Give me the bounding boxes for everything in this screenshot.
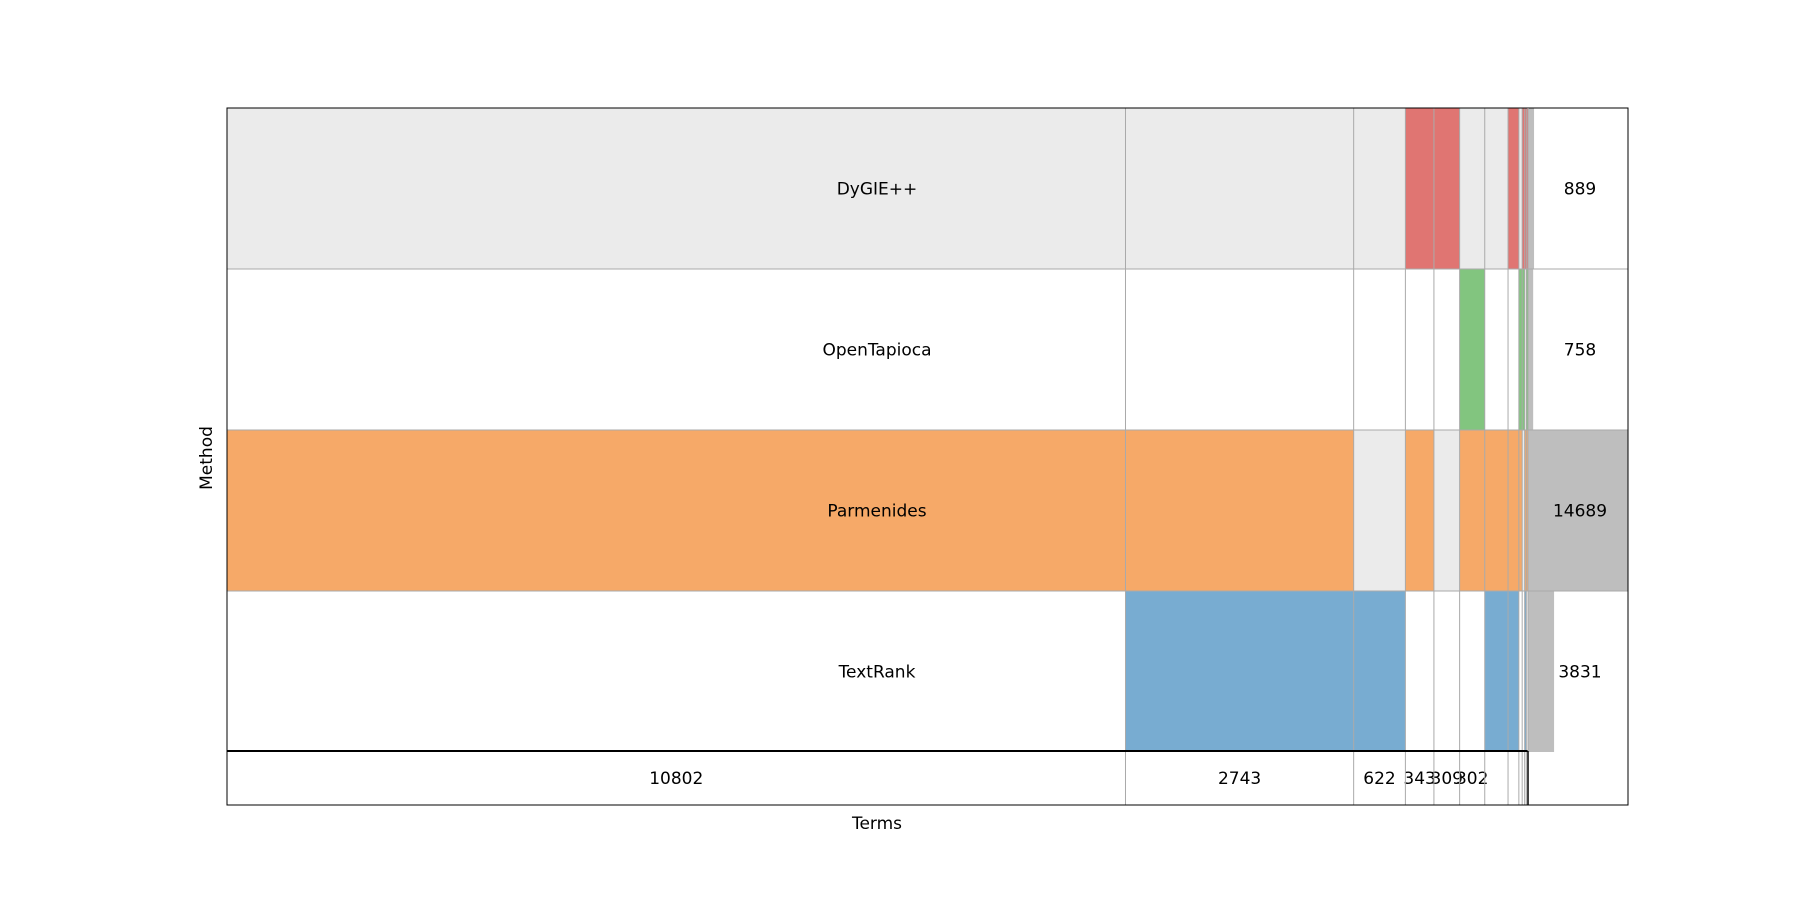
method-total-label: 14689 bbox=[1553, 502, 1607, 522]
method-total-label: 758 bbox=[1564, 341, 1596, 361]
method-label: DyGIE++ bbox=[837, 180, 918, 200]
membership-cell bbox=[1433, 108, 1460, 269]
membership-cell bbox=[1508, 430, 1519, 591]
y-axis-label: Method bbox=[197, 426, 217, 490]
row-background bbox=[227, 108, 1528, 269]
membership-cell bbox=[1518, 269, 1523, 430]
method-totals: 889 758 14689 3831 bbox=[1528, 108, 1628, 752]
intersection-count-label: 302 bbox=[1456, 769, 1488, 789]
intersection-count-label: 622 bbox=[1363, 769, 1395, 789]
membership-cell bbox=[1526, 430, 1528, 591]
method-label: Parmenides bbox=[827, 502, 926, 522]
x-axis-label: Terms bbox=[851, 814, 902, 834]
membership-cell bbox=[1405, 430, 1434, 591]
membership-cell bbox=[1524, 591, 1527, 752]
membership-cell bbox=[1508, 591, 1519, 752]
membership-cell bbox=[1459, 430, 1485, 591]
method-total-bar bbox=[1528, 591, 1555, 752]
method-total-bar bbox=[1528, 108, 1535, 269]
intersection-count-label: 10802 bbox=[649, 769, 703, 789]
membership-cell bbox=[1526, 269, 1528, 430]
membership-cell bbox=[227, 430, 1126, 591]
membership-cell bbox=[1459, 269, 1485, 430]
membership-cell bbox=[1522, 269, 1525, 430]
chart-frame bbox=[226, 107, 1629, 806]
method-label: TextRank bbox=[838, 663, 916, 683]
membership-cell bbox=[1518, 430, 1523, 591]
membership-matrix: DyGIE++ OpenTapioca Parmenides TextRank bbox=[227, 108, 1528, 752]
membership-cell bbox=[1405, 108, 1434, 269]
intersection-count-label: 343 bbox=[1403, 769, 1435, 789]
membership-cell bbox=[1508, 108, 1519, 269]
membership-cell bbox=[1526, 108, 1528, 269]
method-label: OpenTapioca bbox=[822, 341, 931, 361]
method-total-bar bbox=[1528, 430, 1628, 591]
method-total-bar bbox=[1528, 269, 1534, 430]
outer-border bbox=[226, 107, 1629, 806]
membership-cell bbox=[1524, 430, 1527, 591]
membership-cell bbox=[1484, 430, 1509, 591]
membership-cell bbox=[1353, 591, 1406, 752]
membership-cell bbox=[1125, 430, 1354, 591]
membership-cell bbox=[1484, 591, 1509, 752]
membership-cell bbox=[1125, 591, 1354, 752]
membership-cell bbox=[1524, 108, 1527, 269]
method-total-label: 3831 bbox=[1558, 663, 1601, 683]
intersection-count-label: 2743 bbox=[1218, 769, 1261, 789]
row-background bbox=[227, 269, 1528, 430]
membership-cell bbox=[1522, 108, 1525, 269]
intersection-count-label: 309 bbox=[1431, 769, 1463, 789]
method-total-label: 889 bbox=[1564, 180, 1596, 200]
